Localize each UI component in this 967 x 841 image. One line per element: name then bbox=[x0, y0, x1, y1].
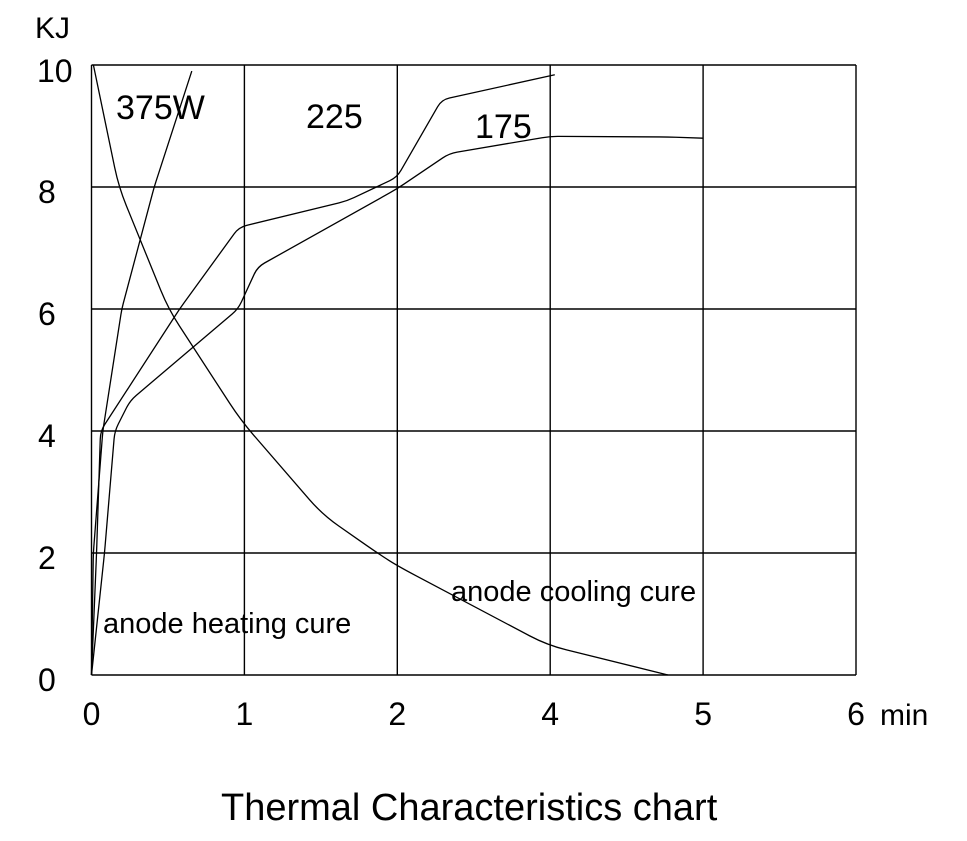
svg-text:0: 0 bbox=[83, 696, 101, 732]
svg-text:0: 0 bbox=[38, 662, 56, 698]
svg-text:225: 225 bbox=[306, 98, 363, 136]
svg-text:4: 4 bbox=[38, 418, 56, 454]
svg-text:anode cooling cure: anode cooling cure bbox=[451, 576, 696, 608]
svg-text:175: 175 bbox=[475, 108, 532, 146]
svg-text:Thermal Characteristics chart: Thermal Characteristics chart bbox=[221, 787, 718, 829]
svg-text:10: 10 bbox=[37, 53, 73, 89]
svg-text:375W: 375W bbox=[116, 89, 205, 127]
svg-text:1: 1 bbox=[236, 696, 254, 732]
svg-text:anode heating cure: anode heating cure bbox=[103, 608, 351, 640]
svg-text:5: 5 bbox=[694, 696, 712, 732]
svg-text:2: 2 bbox=[388, 696, 406, 732]
svg-text:min: min bbox=[880, 699, 928, 732]
svg-text:KJ: KJ bbox=[35, 12, 70, 45]
svg-text:2: 2 bbox=[38, 540, 56, 576]
svg-text:8: 8 bbox=[38, 174, 56, 210]
svg-text:4: 4 bbox=[541, 696, 559, 732]
svg-text:6: 6 bbox=[847, 696, 865, 732]
svg-text:6: 6 bbox=[38, 296, 56, 332]
